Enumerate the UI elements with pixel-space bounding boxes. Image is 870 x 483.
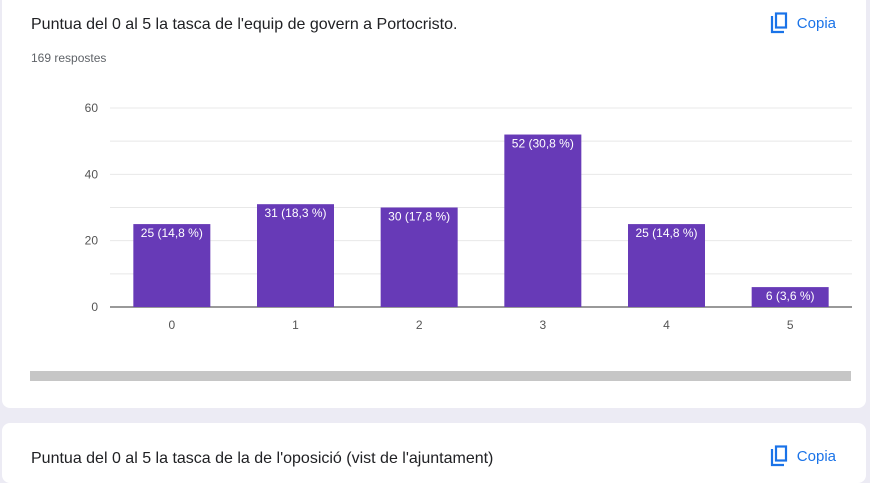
x-tick-label: 1 — [292, 318, 299, 332]
response-count: 169 respostes — [31, 51, 107, 65]
question-card: Puntua del 0 al 5 la tasca de l'equip de… — [2, 0, 866, 408]
y-tick-label: 0 — [91, 300, 98, 314]
data-label: 30 (17,8 %) — [388, 210, 450, 224]
bar — [751, 287, 829, 307]
horizontal-scrollbar[interactable] — [30, 371, 851, 381]
bar-chart: 0 20 40 60 25 (14,8 %) 0 31 (18,3 %) 1 30 (17,8 … — [85, 101, 852, 332]
copy-label: Copia — [796, 447, 836, 465]
copy-icon — [770, 12, 787, 34]
bar — [133, 224, 211, 307]
x-tick-label: 2 — [416, 318, 423, 332]
y-tick-label: 40 — [85, 167, 99, 181]
copy-icon — [770, 445, 787, 467]
question-title: Puntua del 0 al 5 la tasca de l'equip de… — [31, 16, 458, 33]
copy-label: Copia — [796, 14, 836, 32]
data-label: 25 (14,8 %) — [635, 226, 697, 240]
data-label: 31 (18,3 %) — [264, 206, 326, 220]
question-card-2: Puntua del 0 al 5 la tasca de la de l'op… — [2, 423, 866, 483]
data-label: 25 (14,8 %) — [141, 226, 203, 240]
y-tick-label: 60 — [85, 101, 99, 115]
bar — [504, 134, 582, 307]
x-tick-label: 5 — [787, 318, 794, 332]
y-tick-label: 20 — [85, 234, 99, 248]
bar — [380, 207, 458, 307]
copy-button-2[interactable]: Copia — [769, 445, 836, 467]
question-title-2: Puntua del 0 al 5 la tasca de la de l'op… — [31, 450, 494, 467]
data-label: 6 (3,6 %) — [766, 289, 815, 303]
x-tick-label: 0 — [168, 318, 175, 332]
bar — [628, 224, 705, 307]
bar — [257, 204, 334, 307]
x-tick-label: 4 — [663, 318, 670, 332]
data-label: 52 (30,8 %) — [512, 137, 574, 151]
x-tick-label: 3 — [539, 318, 546, 332]
copy-button[interactable]: Copia — [769, 12, 836, 34]
